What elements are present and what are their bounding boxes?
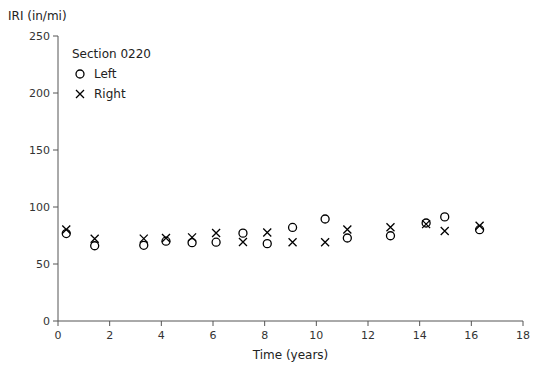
x-tick [316, 321, 317, 326]
y-tick [53, 321, 58, 322]
point [212, 229, 220, 237]
point [212, 238, 220, 246]
y-axis-line [58, 36, 59, 321]
x-tick-label: 8 [261, 329, 268, 342]
x-tick-label: 10 [309, 329, 323, 342]
point [91, 242, 99, 250]
point [321, 215, 329, 223]
point [140, 235, 148, 243]
y-tick [53, 93, 58, 94]
legend-label: Right [94, 87, 126, 101]
x-tick [213, 321, 214, 326]
x-tick [58, 321, 59, 326]
point [441, 227, 449, 235]
point [239, 238, 247, 246]
series-0 [62, 213, 483, 250]
y-axis-label: IRI (in/mi) [8, 9, 67, 23]
x-tick-label: 2 [106, 329, 113, 342]
point [62, 230, 70, 238]
point [239, 229, 247, 237]
point [476, 226, 484, 234]
y-tick [53, 36, 58, 37]
point [441, 213, 449, 221]
x-tick [471, 321, 472, 326]
series-1 [62, 220, 483, 246]
point [422, 219, 430, 227]
point [343, 225, 351, 233]
point [91, 235, 99, 243]
point [289, 238, 297, 246]
y-tick-label: 50 [36, 258, 50, 271]
x-axis-line [58, 321, 523, 322]
y-tick-label: 200 [29, 87, 50, 100]
x-tick [264, 321, 265, 326]
legend-title: Section 0220 [72, 47, 151, 61]
plot-area [62, 213, 483, 250]
point [188, 233, 196, 241]
x-tick [368, 321, 369, 326]
x-tick-label: 12 [361, 329, 375, 342]
x-tick-label: 16 [464, 329, 478, 342]
point [140, 241, 148, 249]
legend-label: Left [94, 67, 117, 81]
x-tick-label: 18 [516, 329, 530, 342]
x-tick [419, 321, 420, 326]
x-tick-label: 6 [210, 329, 217, 342]
y-tick-label: 100 [29, 201, 50, 214]
y-tick-label: 0 [43, 315, 50, 328]
x-tick [161, 321, 162, 326]
x-axis-label: Time (years) [252, 348, 329, 362]
x-tick-label: 0 [55, 329, 62, 342]
point [289, 223, 297, 231]
chart: 0 2 4 6 8 10 12 14 16 18 0 50 100 150 200 250 Time (year… [0, 0, 541, 369]
background [0, 0, 541, 369]
point [386, 223, 394, 231]
legend: Section 0220 Left Right [72, 47, 151, 101]
point [422, 220, 430, 228]
x-tick [523, 321, 524, 326]
y-tick [53, 207, 58, 208]
point [321, 238, 329, 246]
legend-marker [76, 90, 84, 98]
point [62, 226, 70, 234]
point [263, 229, 271, 237]
y-tick [53, 264, 58, 265]
point [386, 232, 394, 240]
y-tick-label: 250 [29, 30, 50, 43]
y-tick [53, 150, 58, 151]
x-tick [109, 321, 110, 326]
point [476, 222, 484, 230]
x-tick-label: 4 [158, 329, 165, 342]
y-tick-label: 150 [29, 144, 50, 157]
point [162, 234, 170, 242]
x-tick-label: 14 [413, 329, 427, 342]
legend-marker [76, 70, 84, 78]
point [343, 234, 351, 242]
point [263, 240, 271, 248]
